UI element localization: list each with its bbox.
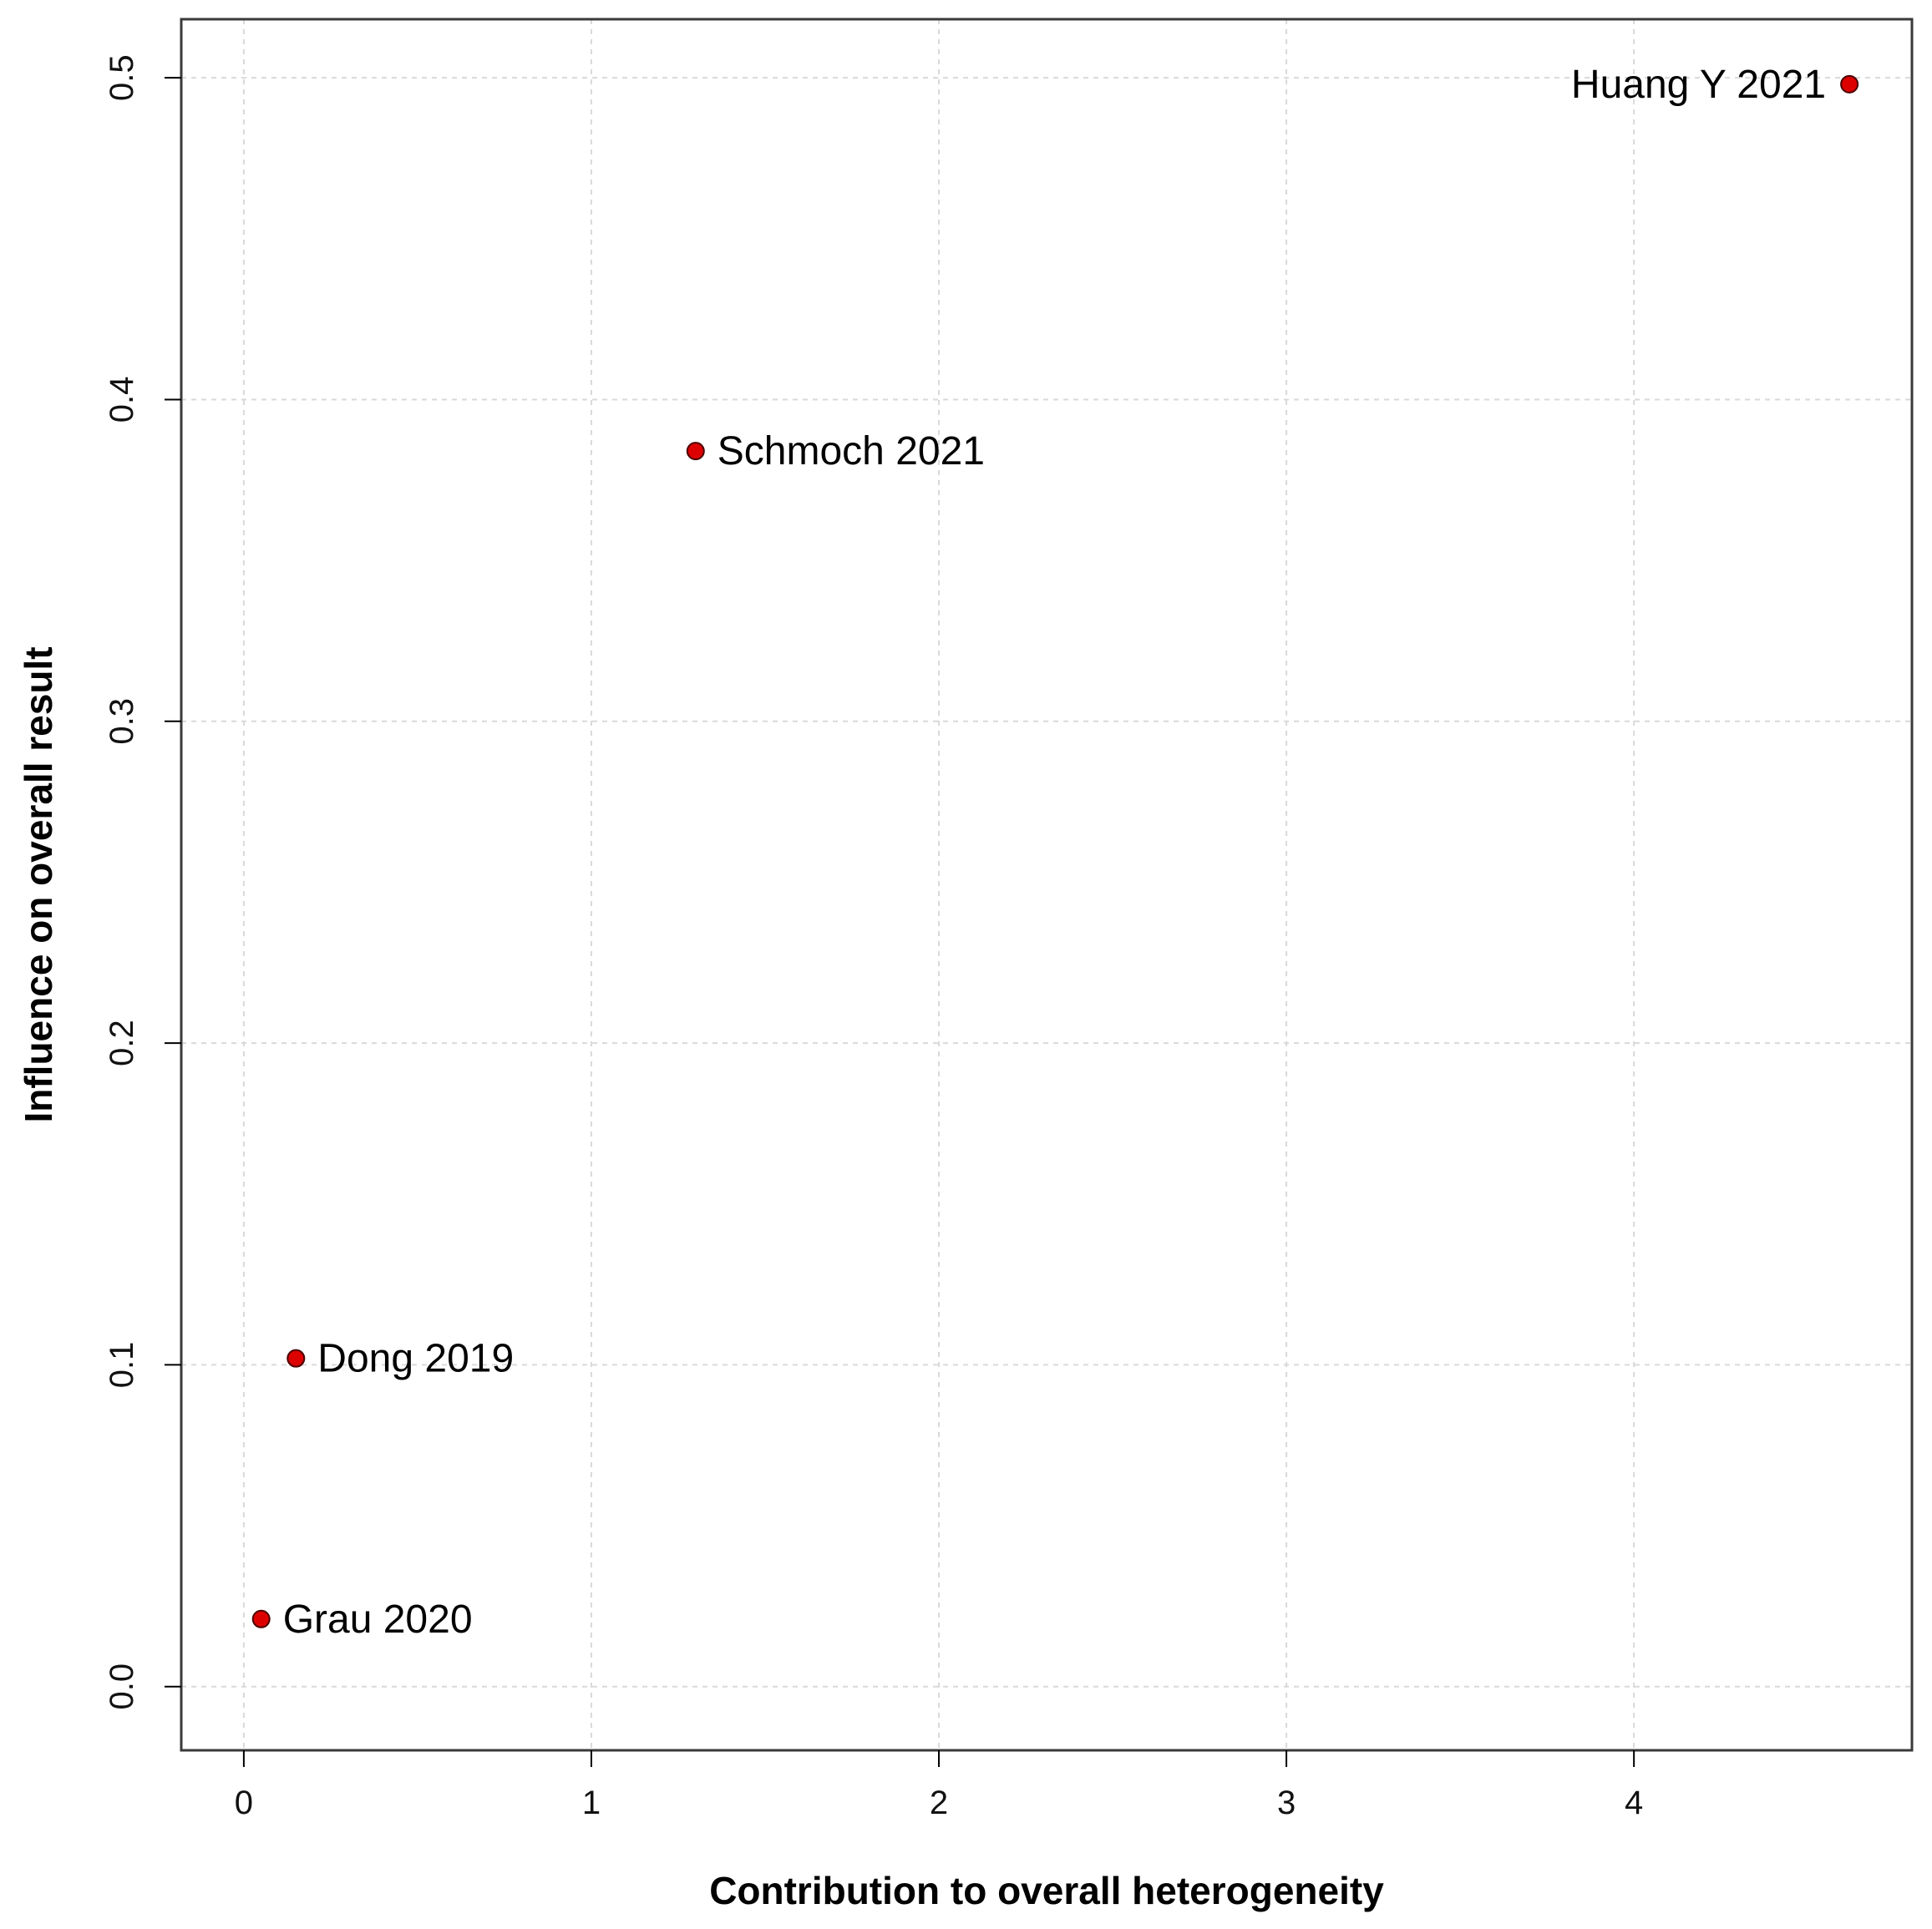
y-axis: 0.0 0.1 0.2 0.3 0.4 0.5	[104, 54, 181, 1710]
y-tick-label: 0.2	[104, 1020, 140, 1066]
point-label: Dong 2019	[317, 1337, 514, 1381]
x-tick-label: 0	[235, 1785, 253, 1821]
x-axis-title: Contribution to overall heterogeneity	[709, 1869, 1384, 1912]
data-point	[686, 442, 705, 461]
data-point	[1840, 74, 1859, 94]
point-label: Grau 2020	[283, 1597, 473, 1642]
y-tick-label: 0.1	[104, 1342, 140, 1389]
y-tick-label: 0.4	[104, 377, 140, 423]
grid-layer	[181, 19, 1912, 1750]
y-tick-label: 0.5	[104, 54, 140, 101]
points-layer: Huang Y 2021 Schmoch 2021 Dong 2019 Grau 20…	[251, 63, 1859, 1642]
x-tick-label: 3	[1277, 1785, 1296, 1821]
point-label: Huang Y 2021	[1571, 63, 1826, 107]
plot-frame	[180, 18, 1914, 1752]
point-label: Schmoch 2021	[718, 429, 985, 473]
x-tick-label: 2	[930, 1785, 948, 1821]
x-tick-label: 4	[1625, 1785, 1643, 1821]
data-point	[287, 1349, 306, 1368]
x-axis: 0 1 2 3 4	[235, 1750, 1643, 1821]
x-tick-label: 1	[582, 1785, 601, 1821]
y-tick-label: 0.3	[104, 698, 140, 745]
y-tick-label: 0.0	[104, 1663, 140, 1710]
y-axis-title: Influence on overall result	[17, 646, 60, 1122]
data-point	[251, 1609, 271, 1628]
